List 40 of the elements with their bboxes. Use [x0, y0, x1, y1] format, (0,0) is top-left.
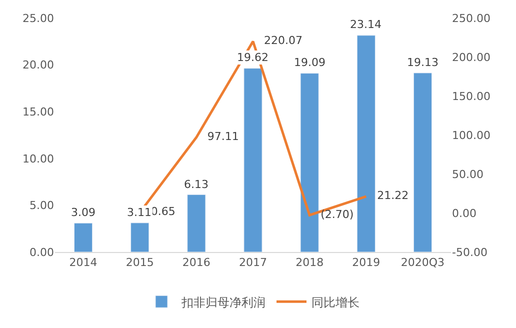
- bar: [187, 194, 206, 252]
- x-tick-label: 2016: [182, 256, 210, 270]
- y-tick-label: 25.00: [22, 12, 54, 25]
- y-tick-label: 0.00: [30, 246, 54, 259]
- y2-tick-label: 50.00: [452, 168, 484, 181]
- x-tick-label: 2014: [69, 256, 98, 270]
- y2-tick-label: 250.00: [452, 12, 490, 25]
- legend-label: 同比增长: [312, 295, 360, 310]
- data-label: 21.22: [366, 189, 409, 202]
- data-label: 3.11: [127, 206, 152, 219]
- y2-tick-label: 150.00: [452, 90, 490, 103]
- data-label: (2.70): [310, 208, 354, 221]
- data-label: 220.07: [253, 34, 302, 48]
- legend-label: 扣非归母净利润: [180, 295, 266, 310]
- y-tick-label: 10.00: [22, 152, 54, 166]
- x-tick-label: 2018: [296, 256, 324, 270]
- y2-tick-label: 0.00: [452, 206, 476, 220]
- x-tick-label: 2015: [126, 256, 154, 270]
- x-tick-label: 2019: [352, 256, 380, 270]
- bar: [300, 73, 319, 252]
- data-label: 97.11: [196, 130, 239, 143]
- data-label: 6.13: [184, 178, 208, 191]
- y2-tick-label: 200.00: [452, 50, 490, 64]
- bar: [356, 35, 376, 252]
- bar: [244, 68, 262, 252]
- data-label: 23.14: [350, 18, 382, 31]
- y2-tick-label: -50.00: [452, 246, 488, 259]
- x-tick-label: 2020Q3: [400, 256, 445, 270]
- data-label: 19.13: [407, 56, 438, 69]
- bar: [413, 72, 432, 252]
- data-label: 19.09: [294, 56, 326, 69]
- data-label: 19.62: [237, 51, 268, 64]
- y-tick-label: 15.00: [22, 105, 54, 118]
- y-tick-label: 5.00: [30, 199, 54, 212]
- y-tick-label: 20.00: [22, 58, 54, 72]
- x-tick-label: 2017: [239, 256, 267, 270]
- bar: [130, 222, 150, 252]
- bar: [74, 222, 93, 252]
- y2-tick-label: 100.00: [452, 128, 490, 142]
- data-label: 3.09: [71, 206, 96, 219]
